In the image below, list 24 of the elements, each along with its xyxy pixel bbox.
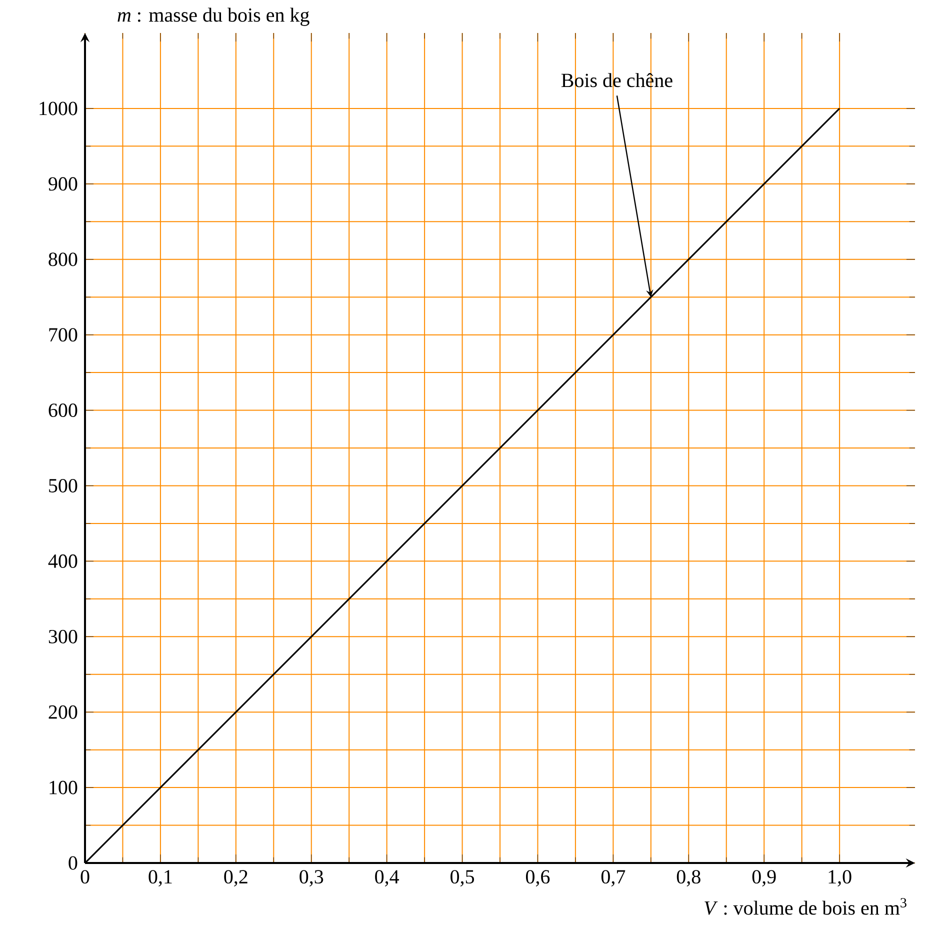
x-tick-label: 0,5 [450,870,474,886]
x-tick-label: 1,0 [828,870,852,886]
y-tick-label: 400 [48,554,78,568]
y-tick-label: 100 [50,780,78,794]
y-tick-label: 800 [48,252,78,266]
y-tick-label: 1000 [40,102,78,116]
y-tick-label: 300 [48,630,78,644]
x-tick-label: 0,8 [676,870,700,886]
x-tick-label: 0,4 [375,870,400,886]
y-tick-label: 500 [49,478,78,492]
x-tick-label: 0,1 [148,870,172,886]
y-axis-title: m : masse du bois en kg [118,8,310,26]
x-tick-label: 0,6 [526,870,550,886]
x-tick-label: 0 [80,870,90,884]
x-axis-title: V : volume de bois en m$^{3}$ [704,898,906,915]
x-tick-label: 0,3 [300,870,324,886]
x-tick-label: 0,7 [601,870,626,886]
y-tick-label: 0 [68,856,78,870]
y-tick-label: 700 [49,328,78,342]
y-tick-label: 600 [48,404,78,418]
x-tick-label: 0,9 [752,870,776,886]
x-tick-label: 0,2 [224,870,248,886]
y-tick-label: 200 [48,705,78,719]
y-tick-label: 900 [48,177,78,191]
